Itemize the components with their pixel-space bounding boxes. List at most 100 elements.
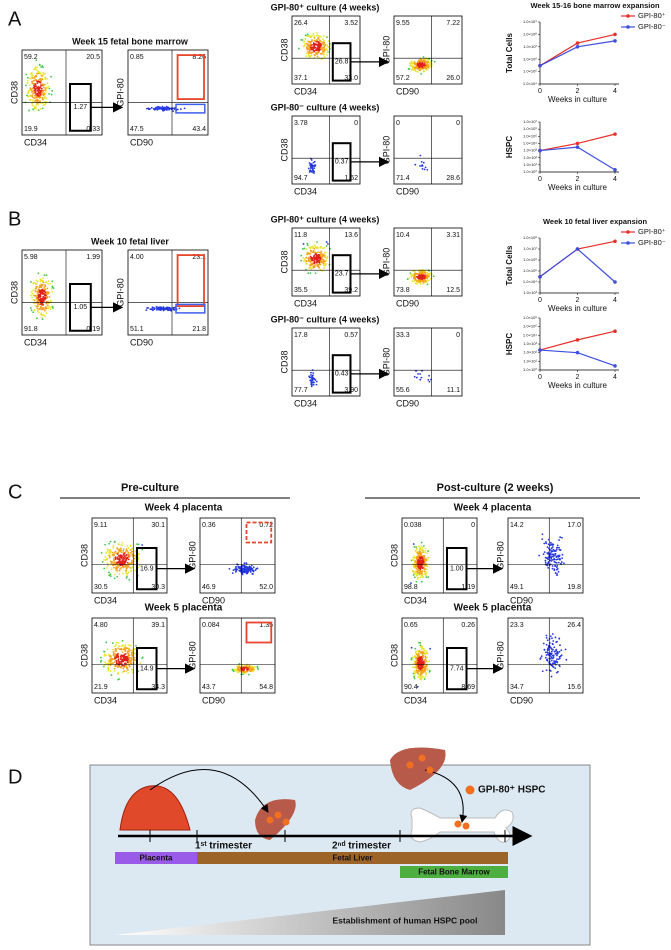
event-dot bbox=[117, 667, 119, 669]
event-dot bbox=[316, 241, 318, 243]
y-tick-label: 1.0×10⁴ bbox=[523, 81, 537, 86]
event-dot bbox=[233, 569, 235, 571]
series-point bbox=[613, 132, 617, 136]
event-dot bbox=[417, 71, 419, 73]
y-axis-label: GPI-80 bbox=[381, 136, 391, 165]
event-dot bbox=[51, 94, 53, 96]
event-dot bbox=[415, 66, 417, 68]
event-dot bbox=[124, 653, 126, 655]
event-dot bbox=[151, 107, 153, 109]
event-dot bbox=[47, 291, 49, 293]
event-dot bbox=[425, 280, 427, 282]
event-dot bbox=[159, 108, 161, 110]
event-dot bbox=[36, 299, 38, 301]
event-dot bbox=[415, 570, 417, 572]
event-dot bbox=[42, 304, 44, 306]
event-dot bbox=[427, 279, 429, 281]
event-dot bbox=[417, 552, 419, 554]
event-dot bbox=[127, 672, 129, 674]
event-dot bbox=[421, 647, 423, 649]
event-dot bbox=[421, 649, 423, 651]
event-dot bbox=[163, 107, 165, 109]
quadrant-value: 14.2 bbox=[510, 522, 524, 529]
event-dot bbox=[422, 653, 424, 655]
event-dot bbox=[426, 272, 428, 274]
event-dot bbox=[39, 299, 41, 301]
y-tick-label: 1.0×10² bbox=[523, 155, 537, 160]
event-dot bbox=[33, 295, 35, 297]
event-dot bbox=[43, 87, 45, 89]
event-dot bbox=[420, 562, 422, 564]
event-dot bbox=[117, 553, 119, 555]
event-dot bbox=[134, 648, 136, 650]
event-dot bbox=[120, 649, 122, 651]
event-dot bbox=[45, 88, 47, 90]
quadrant-value: 77.7 bbox=[294, 387, 308, 394]
section-title: Week 15 fetal bone marrow bbox=[72, 36, 189, 46]
event-dot bbox=[422, 668, 424, 670]
hspc-icon bbox=[419, 755, 426, 762]
event-dot bbox=[314, 248, 316, 250]
quadrant-value: 0.26 bbox=[461, 622, 475, 629]
event-dot bbox=[424, 550, 426, 552]
event-dot bbox=[327, 51, 329, 53]
event-dot bbox=[420, 545, 422, 547]
y-axis-label: GPI-80 bbox=[381, 36, 391, 65]
event-dot bbox=[38, 308, 40, 310]
event-dot bbox=[304, 259, 306, 261]
y-axis-label: GPI-80 bbox=[381, 248, 391, 277]
event-dot bbox=[554, 553, 556, 555]
event-dot bbox=[252, 667, 254, 669]
event-dot bbox=[307, 51, 309, 53]
event-dot bbox=[415, 550, 417, 552]
event-dot bbox=[46, 301, 48, 303]
event-dot bbox=[33, 282, 35, 284]
event-dot bbox=[115, 569, 117, 571]
event-dot bbox=[173, 309, 175, 311]
event-dot bbox=[427, 550, 429, 552]
event-dot bbox=[42, 90, 44, 92]
event-dot bbox=[417, 373, 419, 375]
event-dot bbox=[425, 576, 427, 578]
event-dot bbox=[550, 647, 552, 649]
event-dot bbox=[244, 562, 246, 564]
event-dot bbox=[421, 671, 423, 673]
event-dot bbox=[32, 99, 34, 101]
event-dot bbox=[45, 97, 47, 99]
event-dot bbox=[50, 76, 52, 78]
event-dot bbox=[238, 666, 240, 668]
event-dot bbox=[313, 384, 315, 386]
event-dot bbox=[421, 164, 423, 166]
event-dot bbox=[556, 574, 558, 576]
series-point bbox=[538, 275, 542, 279]
event-dot bbox=[117, 566, 119, 568]
event-dot bbox=[429, 63, 431, 65]
quadrant-value: 0.85 bbox=[130, 54, 144, 61]
event-dot bbox=[307, 34, 309, 36]
event-dot bbox=[423, 56, 425, 58]
event-dot bbox=[412, 281, 414, 283]
event-dot bbox=[145, 309, 147, 311]
legend-icon bbox=[466, 786, 475, 795]
event-dot bbox=[34, 106, 36, 108]
x-axis-label: CD34 bbox=[94, 695, 117, 705]
event-dot bbox=[313, 261, 315, 263]
group-title: Week 4 placenta bbox=[454, 503, 532, 514]
event-dot bbox=[128, 559, 130, 561]
event-dot bbox=[421, 574, 423, 576]
x-axis-label: CD34 bbox=[294, 186, 317, 196]
event-dot bbox=[118, 561, 120, 563]
event-dot bbox=[412, 270, 414, 272]
event-dot bbox=[428, 375, 430, 377]
event-dot bbox=[420, 657, 422, 659]
event-dot bbox=[311, 39, 313, 41]
event-dot bbox=[109, 557, 111, 559]
event-dot bbox=[309, 272, 311, 274]
y-tick-label: 1.0×10⁸ bbox=[523, 31, 537, 36]
event-dot bbox=[558, 571, 560, 573]
x-tick-label: 2 bbox=[576, 374, 580, 381]
y-axis-label: HSPC bbox=[505, 136, 514, 158]
event-dot bbox=[416, 283, 418, 285]
quadrant-value: 91.8 bbox=[24, 326, 38, 333]
event-dot bbox=[35, 95, 37, 97]
